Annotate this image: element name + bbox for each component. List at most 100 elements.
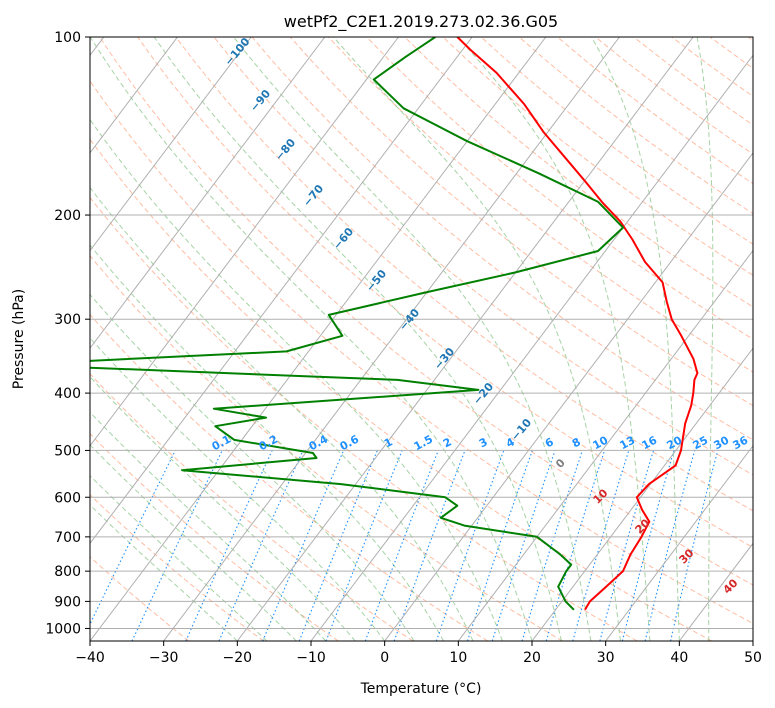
mixing-ratio-line [466, 450, 533, 641]
moist-adiabat [696, 37, 714, 641]
mixing-ratio-line [644, 450, 696, 641]
y-tick-label: 800 [54, 564, 81, 580]
isotherm-line [605, 444, 753, 641]
x-tick-label: −10 [296, 650, 326, 666]
isotherm-line [90, 37, 326, 349]
x-tick-label: −20 [223, 650, 253, 666]
isotherm-line [310, 54, 753, 641]
profile-lines [90, 37, 699, 611]
dry-adiabat-label: 0 [553, 456, 568, 471]
y-tick-label: 400 [54, 386, 81, 402]
dry-adiabat [90, 80, 753, 625]
isotherm-line [384, 152, 753, 641]
y-axis-label: Pressure (hPa) [11, 289, 27, 389]
isotherm-line [90, 37, 547, 641]
axis-ticks: −40 −30 −20 −10 0 10 20 30 40 5010020030040050060… [45, 30, 762, 666]
x-tick-label: 0 [380, 650, 389, 666]
isotherm-line [457, 249, 753, 641]
dry-adiabat [90, 556, 190, 641]
moist-adiabat [90, 474, 268, 641]
dry-adiabat [90, 255, 563, 641]
dry-adiabat [90, 373, 414, 641]
dry-adiabat [328, 37, 753, 373]
mixing-ratio-line [621, 450, 675, 641]
mixing-ratio-line [218, 450, 304, 641]
dry-adiabat [480, 37, 753, 245]
moist-adiabat-label: −70 [300, 182, 326, 209]
moist-adiabat-label: −80 [272, 136, 298, 163]
mixing-ratio-line [491, 450, 556, 641]
mixing-ratio-label: 1 [382, 435, 395, 450]
mixing-ratio-line [90, 450, 176, 626]
moist-adiabat [333, 37, 621, 641]
moist-adiabat [233, 37, 592, 641]
x-tick-label: −40 [75, 650, 105, 666]
x-tick-label: 30 [597, 650, 615, 666]
moist-adiabat [90, 504, 238, 641]
isotherm-line [752, 640, 753, 641]
isotherm-line [531, 347, 753, 641]
mixing-ratio-line [435, 450, 505, 641]
isotherm-line [163, 37, 620, 641]
moist-adiabat-label: −100 [222, 35, 253, 68]
moist-adiabat [153, 37, 562, 641]
isotherm-line [90, 37, 399, 447]
moist-adiabat [90, 376, 356, 641]
y-tick-label: 1000 [45, 621, 81, 637]
mixing-ratio-line [131, 450, 223, 641]
background-lines [90, 37, 753, 641]
chart-title: wetPf2_C2E1.2019.273.02.36.G05 [284, 12, 558, 32]
temperature-line [456, 37, 699, 611]
mixing-ratio-line [545, 450, 606, 641]
x-tick-label: −30 [149, 650, 179, 666]
mixing-ratio-label: 8 [570, 435, 583, 450]
dry-adiabat [90, 138, 712, 641]
mixing-ratio-line [670, 450, 719, 641]
mixing-ratio-label: 30 [712, 433, 732, 452]
x-tick-label: 40 [670, 650, 688, 666]
moist-adiabat-label: −10 [508, 416, 534, 443]
y-tick-label: 500 [54, 443, 81, 459]
moist-adiabat [591, 37, 680, 641]
mixing-ratio-label: 10 [591, 433, 611, 452]
line-labels: 0.1 0.2 0.4 0.6 1 1.5 2 3 4 6 8 10 13 16 20 25 30 3601020… [210, 35, 751, 597]
mixing-ratio-line [393, 450, 466, 641]
dry-adiabat [90, 433, 339, 641]
dry-adiabat [213, 37, 753, 476]
moist-adiabat [90, 293, 415, 641]
dry-adiabat [99, 37, 753, 586]
mixing-ratio-line [364, 450, 439, 641]
moist-adiabat [90, 244, 445, 641]
mixing-ratio-label: 13 [618, 434, 638, 453]
y-tick-label: 200 [54, 208, 81, 224]
dry-adiabat [90, 494, 264, 641]
moist-adiabat [90, 444, 297, 641]
y-tick-label: 900 [54, 594, 81, 610]
dry-adiabat [747, 37, 753, 42]
dry-adiabat [518, 37, 753, 215]
dry-adiabat-label: 30 [677, 546, 697, 566]
isotherm-line [678, 542, 753, 641]
moist-adiabat [90, 186, 474, 641]
dewpoint-line [90, 37, 624, 611]
plot-frame [89, 36, 754, 642]
dry-adiabat-label: 40 [721, 576, 741, 596]
moist-adiabat [90, 118, 503, 641]
mixing-ratio-label: 36 [731, 433, 751, 452]
mixing-ratio-line [262, 450, 345, 641]
mixing-ratio-line [185, 450, 273, 641]
y-tick-label: 300 [54, 312, 81, 328]
mixing-ratio-label: 3 [477, 435, 490, 450]
mixing-ratio-label: 25 [691, 434, 711, 453]
dry-adiabat-label: 10 [591, 486, 611, 506]
x-tick-label: 50 [744, 650, 762, 666]
dry-adiabat [557, 37, 753, 185]
mixing-ratio-line [325, 450, 403, 641]
y-tick-label: 600 [54, 490, 81, 506]
moist-adiabat [90, 37, 533, 641]
y-tick-label: 100 [54, 30, 81, 46]
moist-adiabat-label: −50 [363, 267, 389, 294]
moist-adiabat [90, 337, 386, 641]
mixing-ratio-label: 6 [543, 435, 556, 450]
